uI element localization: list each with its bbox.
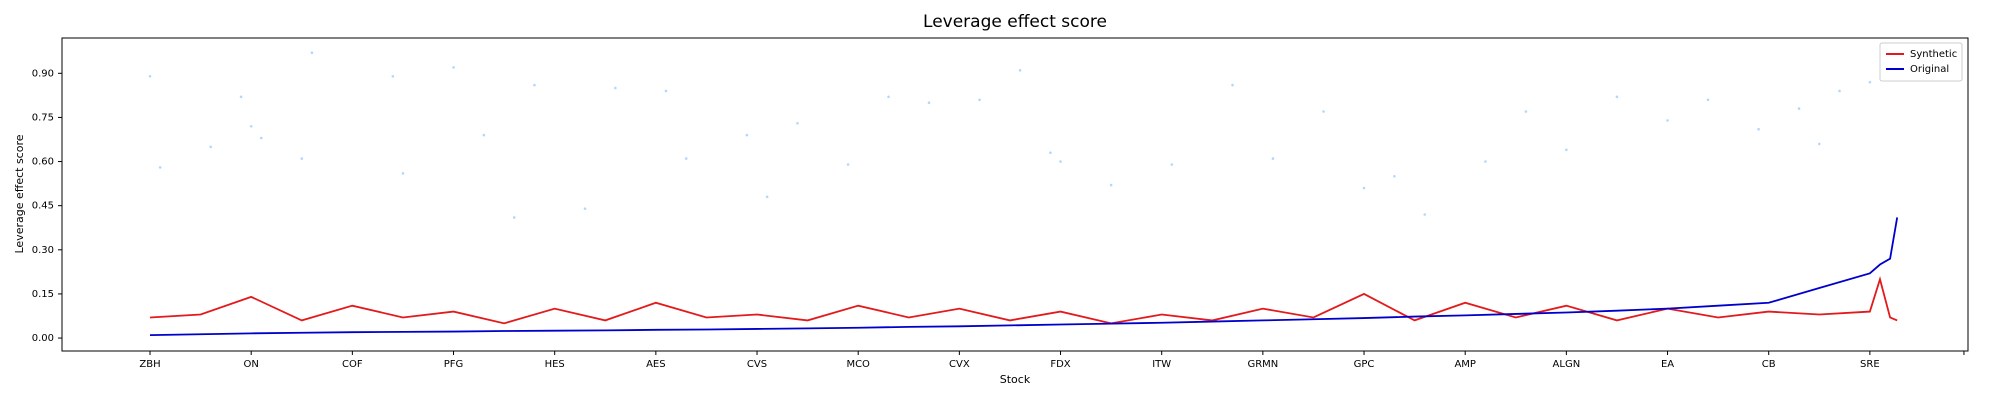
x-tick-label: SRE: [1860, 359, 1880, 370]
scatter-point: [1018, 69, 1022, 72]
y-tick-label: 0.15: [32, 289, 54, 300]
scatter-point: [1322, 110, 1325, 113]
scatter-point: [614, 86, 617, 90]
legend-label: Synthetic: [1910, 49, 1957, 60]
scatter-point: [1484, 160, 1487, 163]
scatter-point: [260, 136, 263, 140]
x-tick-label: ITW: [1152, 359, 1171, 370]
scatter-point: [684, 157, 688, 160]
scatter-point: [1757, 127, 1760, 131]
scatter-point: [978, 98, 981, 102]
plot-frame: [61, 37, 1969, 352]
scatter-point: [1838, 89, 1841, 93]
scatter-point: [887, 95, 890, 99]
line: [149, 275, 1898, 325]
scatter-point: [1706, 98, 1710, 102]
scatter-point: [765, 195, 769, 199]
scatter-point: [846, 163, 850, 166]
x-tick-label: CVX: [949, 359, 970, 370]
y-tick-label: 0.00: [32, 333, 54, 344]
scatter-point: [1059, 160, 1062, 163]
x-tick-label: PFG: [444, 359, 464, 370]
x-tick-label: ON: [244, 359, 259, 370]
scatter-point: [1049, 151, 1052, 155]
scatter-point: [300, 157, 304, 160]
scatter-point: [796, 122, 799, 125]
scatter-point: [1393, 174, 1396, 178]
x-tick-label: HES: [545, 359, 565, 370]
scatter-point: [1565, 148, 1568, 152]
x-tick-label: ALGN: [1553, 359, 1581, 370]
x-tick-label: GRMN: [1247, 359, 1278, 370]
x-tick-label: FDX: [1050, 359, 1070, 370]
scatter-point: [927, 101, 931, 105]
x-tick-label: COF: [342, 359, 363, 370]
legend-label: Original: [1910, 64, 1949, 75]
scatter-point: [1362, 186, 1366, 190]
x-tick-label: GPC: [1354, 359, 1375, 370]
legend-box: [1879, 42, 1963, 82]
scatter-point: [249, 124, 253, 128]
y-tick-label: 0.45: [32, 201, 54, 212]
scatter-point: [239, 95, 243, 99]
scatter-point: [1797, 107, 1801, 110]
scatter-point: [401, 172, 405, 175]
scatter-point: [209, 145, 213, 149]
scatter-point: [1524, 110, 1528, 113]
x-tick-label: ZBH: [139, 359, 160, 370]
scatter-point: [1868, 80, 1872, 84]
line: [150, 217, 1899, 337]
scatter-point: [1170, 163, 1174, 166]
scatter-point: [583, 207, 587, 210]
scatter-point: [452, 66, 455, 69]
x-tick-label: MCO: [846, 359, 870, 370]
y-axis-label: Leverage effect score: [13, 134, 26, 253]
scatter-point: [1817, 142, 1821, 146]
y-tick-label: 0.30: [32, 245, 54, 256]
y-tick-label: 0.60: [32, 157, 54, 168]
scatter-point: [1666, 119, 1669, 122]
scatter-point: [1271, 157, 1275, 160]
scatter-point: [512, 216, 516, 219]
scatter-point: [1423, 213, 1427, 216]
scatter-point: [1231, 83, 1234, 87]
scatter-point: [533, 83, 536, 87]
scatter-point: [664, 89, 668, 93]
x-tick-label: CVS: [747, 359, 767, 370]
scatter-point: [482, 133, 486, 137]
x-tick-label: AES: [646, 359, 666, 370]
x-tick-label: CB: [1762, 359, 1776, 370]
scatter-point: [310, 51, 314, 55]
scatter-point: [745, 133, 749, 137]
scatter-point: [1615, 95, 1619, 99]
x-tick-label: EA: [1661, 359, 1674, 370]
scatter-point: [1109, 183, 1113, 187]
y-tick-label: 0.75: [32, 112, 54, 123]
y-tick-label: 0.90: [32, 68, 54, 79]
scatter-point: [148, 74, 152, 78]
x-axis-label: Stock: [1000, 373, 1031, 386]
scatter-point: [391, 74, 395, 78]
chart-title: Leverage effect score: [923, 12, 1107, 32]
x-tick-label: AMP: [1454, 359, 1476, 370]
scatter-point: [158, 166, 162, 169]
